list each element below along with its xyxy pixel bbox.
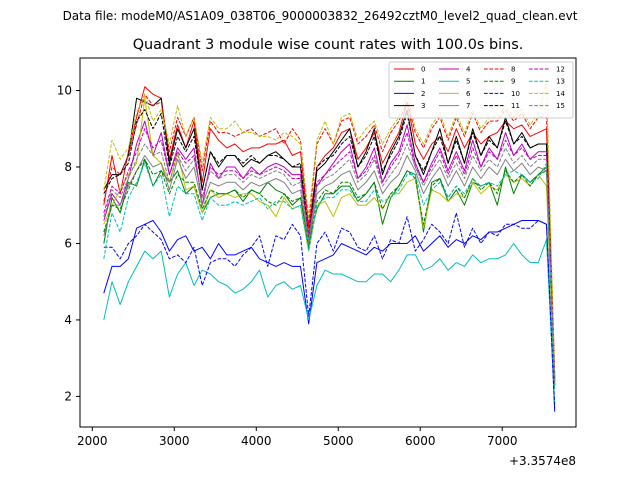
series-line-8	[103, 93, 556, 374]
legend-label-1: 1	[421, 78, 425, 86]
legend-label-6: 6	[466, 90, 471, 98]
series-line-12	[103, 128, 556, 382]
legend-label-2: 2	[421, 90, 425, 98]
x-tick-label-4: 6000	[405, 434, 436, 448]
axis-ticks: 2000 3000 4000 5000 6000 7000 2 4 6 8 10	[57, 84, 518, 448]
legend-frame	[388, 61, 574, 119]
series-line-7	[103, 155, 556, 385]
series-line-10	[103, 212, 556, 408]
x-tick-label-5: 7000	[487, 434, 518, 448]
y-tick-label-2: 6	[64, 236, 72, 250]
axes-frame	[79, 57, 577, 428]
legend-label-14: 14	[556, 90, 565, 98]
legend-label-7: 7	[466, 102, 470, 110]
suptitle: Data file: modeM0/AS1A09_038T06_90000038…	[63, 9, 578, 23]
legend-label-13: 13	[556, 78, 565, 86]
legend-label-8: 8	[511, 66, 515, 74]
chart-title: Quadrant 3 module wise count rates with …	[133, 37, 524, 53]
series-line-15	[103, 143, 556, 382]
series-line-2	[103, 220, 556, 412]
series-layer	[103, 82, 556, 412]
series-line-0	[103, 86, 556, 378]
series-line-5	[103, 239, 556, 405]
x-tick-label-3: 5000	[323, 434, 354, 448]
legend-label-11: 11	[511, 102, 520, 110]
series-line-13	[103, 162, 556, 389]
legend-label-12: 12	[556, 66, 565, 74]
x-offset-label: +3.3574e8	[509, 454, 576, 468]
legend-label-10: 10	[511, 90, 520, 98]
x-tick-label-1: 3000	[159, 434, 190, 448]
legend-label-3: 3	[421, 102, 425, 110]
series-line-14	[103, 82, 556, 374]
x-tick-label-0: 2000	[77, 434, 108, 448]
series-line-4	[103, 120, 556, 378]
y-tick-label-0: 2	[64, 389, 72, 403]
legend-label-4: 4	[466, 66, 471, 74]
legend-label-0: 0	[421, 66, 425, 74]
y-tick-label-3: 8	[64, 160, 72, 174]
y-tick-label-4: 10	[57, 84, 72, 98]
series-line-9	[103, 158, 556, 385]
series-line-6	[103, 97, 556, 389]
x-tick-label-2: 4000	[241, 434, 272, 448]
y-tick-label-1: 4	[64, 313, 72, 327]
series-line-11	[103, 109, 556, 382]
legend-label-9: 9	[511, 78, 515, 86]
legend-label-5: 5	[466, 78, 470, 86]
legend-label-15: 15	[556, 102, 565, 110]
